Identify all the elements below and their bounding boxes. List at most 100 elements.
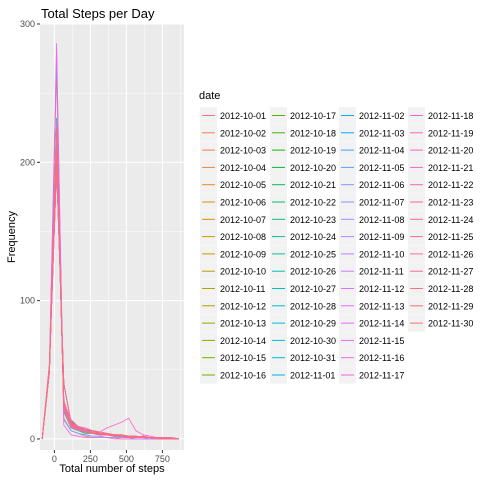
- legend-item: 2012-10-08: [200, 228, 266, 246]
- legend-item: 2012-11-27: [408, 262, 473, 280]
- legend-item: 2012-11-07: [339, 193, 404, 211]
- legend-item: 2012-10-22: [270, 193, 336, 211]
- legend-label: 2012-10-10: [220, 267, 266, 277]
- y-axis: 0 100 200 300: [20, 19, 40, 444]
- legend-label: 2012-11-29: [428, 301, 473, 311]
- legend-label: 2012-11-13: [359, 301, 404, 311]
- legend-item: 2012-10-06: [200, 193, 266, 211]
- legend-label: 2012-11-23: [428, 198, 473, 208]
- legend-label: 2012-10-29: [290, 319, 336, 329]
- legend-item: 2012-10-07: [200, 210, 266, 228]
- legend-item: 2012-10-28: [270, 297, 336, 315]
- legend-item: 2012-11-01: [270, 366, 335, 384]
- legend-item: 2012-10-14: [200, 331, 266, 349]
- legend-label: 2012-10-05: [220, 180, 266, 190]
- major-gridlines: [40, 23, 184, 450]
- legend-label: 2012-11-12: [359, 284, 404, 294]
- legend-item: 2012-11-28: [408, 280, 473, 297]
- legend-item: 2012-10-10: [200, 262, 266, 280]
- legend-label: 2012-10-14: [220, 336, 266, 346]
- legend-label: 2012-11-27: [428, 267, 473, 277]
- legend-item: 2012-11-12: [339, 280, 404, 297]
- legend-label: 2012-10-09: [220, 249, 266, 259]
- legend-label: 2012-10-28: [290, 301, 336, 311]
- legend-label: 2012-11-10: [359, 249, 404, 259]
- legend-item: 2012-10-29: [270, 314, 336, 332]
- legend-item: 2012-11-20: [408, 141, 473, 159]
- legend-label: 2012-10-08: [220, 232, 266, 242]
- legend-item: 2012-11-29: [408, 297, 473, 315]
- legend-label: 2012-11-26: [428, 249, 473, 259]
- x-axis: 0 250 500 750: [52, 450, 170, 464]
- legend-item: 2012-10-24: [270, 228, 336, 246]
- legend-item: 2012-10-21: [270, 176, 336, 194]
- legend-item: 2012-10-25: [270, 245, 336, 263]
- y-tick-label: 300: [20, 19, 35, 29]
- legend-item: 2012-11-21: [408, 158, 473, 176]
- legend-label: 2012-10-19: [290, 146, 336, 156]
- legend-label: 2012-10-04: [220, 163, 266, 173]
- legend-label: 2012-10-16: [220, 371, 266, 381]
- legend-label: 2012-11-21: [428, 163, 473, 173]
- legend-label: 2012-11-05: [359, 163, 404, 173]
- legend-item: 2012-10-09: [200, 245, 266, 263]
- legend-label: 2012-11-20: [428, 146, 473, 156]
- legend-label: 2012-11-03: [359, 128, 404, 138]
- legend-item: 2012-10-13: [200, 314, 266, 332]
- legend-label: 2012-11-24: [428, 215, 473, 225]
- legend-item: 2012-10-12: [200, 297, 266, 315]
- legend-item: 2012-11-04: [339, 141, 404, 159]
- legend-label: 2012-10-07: [220, 215, 266, 225]
- legend-label: 2012-11-06: [359, 180, 404, 190]
- legend-item: 2012-11-16: [339, 349, 404, 367]
- legend-label: 2012-11-16: [359, 353, 404, 363]
- legend-item: 2012-11-15: [339, 331, 404, 349]
- legend-label: 2012-10-22: [290, 198, 336, 208]
- legend-item: 2012-10-16: [200, 366, 266, 384]
- legend-label: 2012-11-14: [359, 319, 404, 329]
- legend-item: 2012-11-08: [339, 210, 404, 228]
- legend-item: 2012-11-13: [339, 297, 404, 315]
- legend-item: 2012-11-06: [339, 176, 404, 194]
- legend-title: date: [199, 90, 220, 102]
- legend-label: 2012-10-11: [220, 284, 265, 294]
- x-tick-label: 0: [52, 454, 57, 464]
- legend-item: 2012-11-19: [408, 124, 473, 142]
- y-tick-label: 0: [30, 434, 35, 444]
- legend-label: 2012-10-18: [290, 128, 336, 138]
- legend-label: 2012-10-15: [220, 353, 266, 363]
- legend-label: 2012-10-12: [220, 301, 266, 311]
- legend-item: 2012-10-03: [200, 141, 266, 159]
- legend-label: 2012-11-07: [359, 198, 404, 208]
- legend-label: 2012-10-20: [290, 163, 336, 173]
- legend-label: 2012-10-02: [220, 128, 266, 138]
- legend-label: 2012-10-17: [290, 111, 336, 121]
- legend-item: 2012-10-11: [200, 280, 265, 297]
- legend-item: 2012-10-27: [270, 280, 336, 297]
- legend-label: 2012-10-21: [290, 180, 336, 190]
- legend: 2012-10-01 2012-10-02 2012-10-03 2012-10-04…: [200, 107, 473, 384]
- legend-label: 2012-10-06: [220, 198, 266, 208]
- legend-item: 2012-10-02: [200, 124, 266, 142]
- legend-item: 2012-11-11: [339, 262, 404, 280]
- legend-item: 2012-11-09: [339, 228, 404, 246]
- legend-label: 2012-10-31: [290, 353, 336, 363]
- legend-label: 2012-11-08: [359, 215, 404, 225]
- legend-item: 2012-10-31: [270, 349, 336, 367]
- legend-label: 2012-10-01: [220, 111, 266, 121]
- legend-label: 2012-10-27: [290, 284, 336, 294]
- legend-item: 2012-11-18: [408, 107, 473, 124]
- legend-item: 2012-11-10: [339, 245, 404, 263]
- legend-item: 2012-10-18: [270, 124, 336, 142]
- legend-label: 2012-11-17: [359, 371, 404, 381]
- legend-label: 2012-11-28: [428, 284, 473, 294]
- legend-item: 2012-11-03: [339, 124, 404, 142]
- legend-label: 2012-11-01: [290, 371, 335, 381]
- legend-label: 2012-11-30: [428, 319, 473, 329]
- x-tick-label: 750: [155, 454, 170, 464]
- legend-item: 2012-11-30: [408, 314, 473, 332]
- minor-gridlines: [40, 24, 184, 450]
- legend-label: 2012-11-19: [428, 128, 473, 138]
